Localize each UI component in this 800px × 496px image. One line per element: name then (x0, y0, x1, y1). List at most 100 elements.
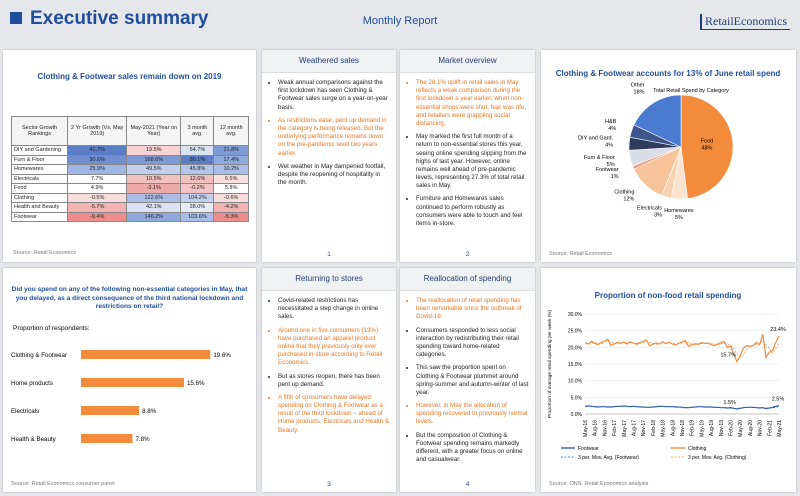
page-number: 1 (327, 251, 331, 258)
table-panel: Clothing & Footwear sales remain down on… (3, 50, 256, 262)
bullet: Around one in five consumers (19%) have … (278, 327, 390, 368)
table-cell: 21.8% (213, 145, 249, 156)
slice-value: 3% (654, 212, 662, 218)
slice-value: 4% (608, 126, 616, 132)
bullet: The reallocation of retail spending has … (416, 297, 529, 322)
y-tick-label: 30.0% (568, 312, 583, 318)
bullet: Weak annual comparisons against the firs… (278, 79, 390, 112)
x-tick-label: May-19 (699, 420, 705, 437)
x-tick-label: May-16 (583, 420, 589, 437)
y-tick-label: 10.0% (568, 379, 583, 385)
row-label: Electricals (10, 173, 69, 184)
table-cell: -0.6% (213, 192, 249, 203)
bullet: But as stores reopen, there has been pen… (278, 373, 390, 389)
table-cell: 103.6% (180, 211, 215, 222)
source: Source: Retail Economics (549, 251, 612, 257)
table-row: Food 4.9% -3.1% -0.2% 5.8% (10, 183, 249, 194)
text-panel: Market overview The 28.1% uplift in retai… (400, 50, 535, 262)
bullet: However, in May the allocation of spendi… (416, 402, 529, 427)
table-row: Footwear -9.4% 146.2% 103.6% -5.3% (10, 211, 249, 222)
slice-label: Food (701, 138, 714, 144)
table-cell: 30.6% (67, 154, 128, 165)
series-line (591, 339, 780, 358)
table-cell: -9.4% (67, 211, 128, 222)
row-label: Homewares (10, 164, 69, 175)
table-cell: -3.1% (126, 183, 182, 194)
table-cell: 19.5% (126, 145, 182, 156)
x-tick-label: May-20 (738, 420, 744, 437)
slice-label: Homewares (664, 208, 694, 214)
chart-title: Did you spend on any of the following no… (11, 286, 248, 311)
table-cell: 146.2% (126, 211, 182, 222)
value-label: 15.6% (187, 380, 205, 387)
column-header: 12 month avg. (213, 116, 249, 146)
table-cell: 25.9% (67, 164, 128, 175)
sector-table: Sector Growth Rankings 2 Yr Growth (Vs. M… (10, 116, 249, 222)
slice-label: H&B (605, 119, 617, 125)
table-row: Homewares 25.9% 49.5% 45.8% 10.2% (10, 164, 249, 175)
table-row: Health and Beauty -5.7% 42.1% 28.0% -4.2% (10, 202, 249, 213)
x-tick-label: Feb-17 (612, 420, 618, 436)
data-label: 2.5% (772, 397, 785, 403)
table-cell: 28.0% (180, 202, 215, 213)
source: Source: ONS, Retail Economics analysis (549, 481, 649, 487)
x-tick-label: Nov-18 (680, 420, 686, 436)
text-panel: Reallocation of spending The reallocation… (400, 268, 535, 492)
table-cell: 42.1% (126, 202, 182, 213)
table-cell: 104.2% (180, 192, 215, 203)
row-label: Furn & Floor (10, 154, 69, 165)
row-label: Food (10, 183, 69, 194)
table-cell: -5.7% (67, 202, 128, 213)
x-tick-label: Aug-16 (593, 420, 599, 436)
line-panel: Proportion of non-food retail spending Pr… (541, 268, 796, 492)
table-cell: 10.2% (213, 164, 249, 175)
x-tick-label: Aug-20 (748, 420, 754, 436)
header-icon (10, 12, 22, 24)
table-row: Clothing -0.5% 122.6% 104.2% -0.6% (10, 192, 249, 203)
table-cell: 7.7% (67, 173, 128, 184)
bullet: May marked the first full month of a ret… (416, 133, 529, 190)
source: Source: Retail Economics (13, 250, 76, 256)
x-tick-label: Feb-19 (690, 420, 696, 436)
pie-chart: Clothing & Footwear accounts for 13% of … (549, 69, 780, 257)
slice-value: 4% (605, 143, 613, 149)
bar (81, 350, 211, 359)
x-tick-label: Aug-18 (670, 420, 676, 436)
bullet: Wet weather in May dampened footfall, de… (278, 163, 390, 188)
bullet-list: Covid-related restrictions has necessita… (262, 297, 390, 435)
slice-value: 18% (634, 90, 645, 96)
panel-title: Market overview (400, 50, 535, 73)
category-label: Clothing & Footwear (11, 352, 67, 359)
bullet: The 28.1% uplift in retail sales in May … (416, 79, 529, 128)
data-label: 1.5% (723, 400, 736, 406)
bar-panel: Did you spend on any of the following no… (3, 268, 256, 492)
bullet: As restrictions ease, pent up demand in … (278, 117, 390, 158)
table-cell: 10.5% (126, 173, 182, 184)
slice-label: Clothing (614, 190, 634, 196)
legend-label: Clothing (688, 446, 707, 452)
table-cell: -0.2% (180, 183, 215, 194)
slice-label: DIY and Gard. (578, 136, 614, 142)
legend-label: Footwear (578, 446, 599, 452)
data-label: 15.7% (720, 353, 736, 359)
x-tick-label: May-18 (661, 420, 667, 437)
table-header-row: Sector Growth Rankings 2 Yr Growth (Vs. M… (10, 116, 249, 146)
table-cell: -4.2% (213, 202, 249, 213)
legend-label: 3 per. Mov. Avg. (Clothing) (688, 455, 747, 461)
pie-panel: Clothing & Footwear accounts for 13% of … (541, 50, 796, 262)
row-label: Footwear (10, 211, 69, 222)
bar-chart: Did you spend on any of the following no… (11, 286, 248, 487)
column-header: May-2021 (Year on Year) (126, 116, 182, 146)
value-label: 19.6% (213, 352, 231, 359)
table-cell: 6.5% (213, 173, 249, 184)
row-label: Health and Beauty (10, 202, 69, 213)
x-tick-label: May-21 (777, 420, 783, 437)
table-cell: 45.8% (180, 164, 215, 175)
table-row: Electricals 7.7% 10.5% 12.6% 6.5% (10, 173, 249, 184)
line-chart: Proportion of non-food retail spending Pr… (547, 291, 786, 487)
x-tick-label: Nov-20 (758, 420, 764, 436)
pie-slice (680, 94, 734, 199)
data-label: 23.4% (770, 327, 786, 333)
header-title: Executive summary (30, 8, 209, 29)
